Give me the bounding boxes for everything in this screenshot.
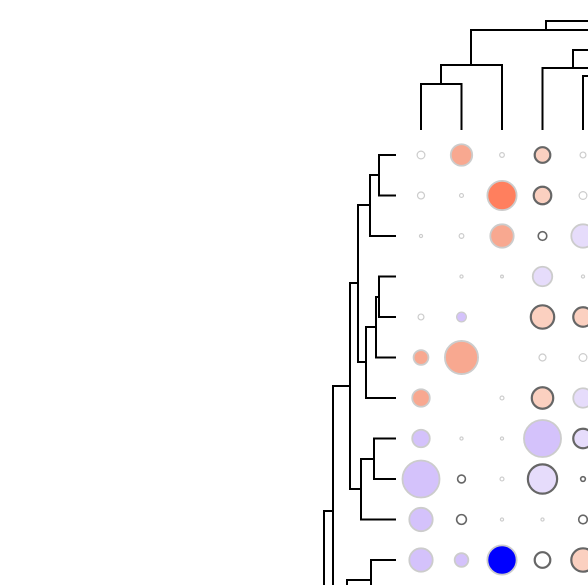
bubble-r6-c4 bbox=[538, 353, 547, 362]
bubble-r8-c1 bbox=[411, 428, 431, 449]
row-dendrogram-branch-7 bbox=[360, 458, 396, 521]
bubble-r9-c4 bbox=[526, 463, 559, 495]
bubble-r7-c5 bbox=[572, 387, 588, 409]
bubble-r5-c5 bbox=[572, 306, 588, 328]
bubble-r8-c2 bbox=[459, 436, 464, 441]
bubble-r10-c2 bbox=[455, 513, 468, 526]
bubble-r1-c3 bbox=[499, 152, 505, 158]
row-dendrogram-branch-1 bbox=[378, 154, 396, 197]
bubble-r5-c4 bbox=[529, 304, 556, 330]
bubble-r7-c1 bbox=[411, 388, 431, 408]
bubble-r10-c1 bbox=[408, 506, 434, 533]
bubble-r1-c5 bbox=[579, 151, 587, 159]
row-dendrogram-branch-3 bbox=[378, 275, 396, 318]
row-dendrogram-branch-2 bbox=[369, 174, 396, 237]
bubble-r10-c4 bbox=[540, 517, 545, 522]
row-dendrogram-branch-9 bbox=[349, 282, 361, 490]
bubble-r2-c5 bbox=[578, 191, 588, 201]
column-dendrogram-branch-7 bbox=[572, 49, 588, 68]
column-dendrogram-branch-3 bbox=[541, 67, 588, 130]
bubble-r2-c3 bbox=[486, 179, 518, 212]
row-dendrogram-branch-13 bbox=[323, 510, 333, 585]
row-dendrogram-branch-8 bbox=[357, 204, 370, 363]
bubble-r10-c3 bbox=[499, 517, 505, 522]
bubble-r8-c3 bbox=[499, 436, 505, 441]
bubble-grid bbox=[401, 143, 588, 576]
bubble-r9-c5 bbox=[579, 475, 587, 483]
bubble-r7-c3 bbox=[499, 395, 505, 401]
bubble-r2-c4 bbox=[532, 185, 553, 206]
bubble-r11-c5 bbox=[570, 547, 588, 573]
bubble-r1-c1 bbox=[416, 150, 426, 160]
bubble-r6-c1 bbox=[412, 349, 430, 366]
bubble-r9-c2 bbox=[456, 474, 467, 484]
column-dendrogram-branch-2 bbox=[440, 64, 503, 130]
bubble-r11-c2 bbox=[453, 552, 470, 568]
bubble-r7-c4 bbox=[530, 386, 555, 410]
row-dendrogram-branch-5 bbox=[365, 326, 396, 399]
bubble-r3-c2 bbox=[458, 233, 465, 239]
column-dendrogram-branch-1 bbox=[420, 83, 463, 130]
bubble-r2-c1 bbox=[416, 191, 426, 200]
bubble-r11-c4 bbox=[533, 551, 552, 569]
bubble-r4-c2 bbox=[459, 274, 464, 279]
bubble-r9-c1 bbox=[401, 459, 441, 499]
bubble-r1-c4 bbox=[533, 146, 552, 164]
bubble-r9-c3 bbox=[499, 476, 505, 482]
bubble-r11-c3 bbox=[486, 544, 518, 576]
bubble-r3-c4 bbox=[537, 230, 548, 242]
bubble-r4-c4 bbox=[531, 265, 554, 288]
bubble-r11-c1 bbox=[408, 547, 434, 573]
bubble-r5-c1 bbox=[417, 313, 425, 321]
bubble-r10-c5 bbox=[577, 514, 588, 525]
row-dendrogram-branch-11 bbox=[370, 559, 396, 585]
row-dendrogram-branch-12 bbox=[346, 579, 371, 585]
column-dendrogram-branch-4 bbox=[582, 75, 588, 130]
bubble-r2-c2 bbox=[458, 192, 465, 199]
bubble-r3-c3 bbox=[489, 223, 515, 249]
bubble-r3-c5 bbox=[570, 223, 588, 249]
bubble-r8-c5 bbox=[572, 427, 588, 450]
bubble-r8-c4 bbox=[523, 419, 562, 458]
bubble-r5-c2 bbox=[456, 311, 467, 323]
row-dendrogram-branch-6 bbox=[373, 437, 396, 480]
bubble-r4-c5 bbox=[580, 274, 586, 279]
column-dendrogram-branch-5 bbox=[470, 29, 588, 65]
bubble-r6-c5 bbox=[578, 353, 588, 363]
row-dendrogram bbox=[323, 154, 396, 585]
bubble-r3-c1 bbox=[418, 233, 424, 239]
row-dendrogram-branch-10 bbox=[332, 385, 350, 585]
column-dendrogram-branch-6 bbox=[545, 20, 588, 30]
bubble-r1-c2 bbox=[449, 143, 474, 167]
bubble-r6-c2 bbox=[444, 340, 479, 375]
bubble-r4-c3 bbox=[500, 274, 505, 279]
column-dendrogram bbox=[420, 20, 588, 130]
